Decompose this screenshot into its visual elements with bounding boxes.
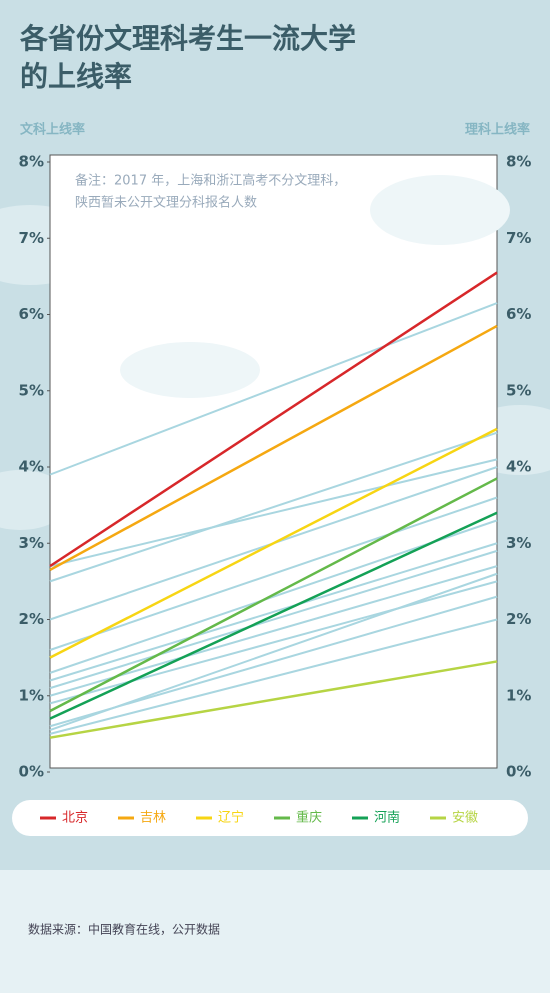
- legend-label: 辽宁: [218, 810, 244, 826]
- series-line: [49, 458, 498, 568]
- note: 备注：2017 年，上海和浙江高考不分文理科，: [75, 173, 346, 189]
- legend-label: 吉林: [140, 811, 166, 826]
- legend-label: 河南: [374, 810, 400, 826]
- axis-label: 文科上线率: [20, 122, 85, 138]
- y-tick-label: 5%: [19, 381, 44, 399]
- plot: 0% 0% 1% 1% 2% 2% 3% 3% 4% 4% 5% 5% 6% 6% 7% 7% 8% 8% 北京 吉林…: [19, 153, 532, 826]
- series-line: [49, 565, 498, 697]
- series-line: [49, 542, 498, 682]
- chart-title: 各省份文理科考生一流大学: [19, 22, 356, 55]
- y2-tick-label: 6%: [506, 305, 531, 323]
- series-line: [49, 511, 498, 720]
- y2-tick-label: 4%: [506, 458, 531, 476]
- series-line: [49, 271, 498, 568]
- source: 数据来源：中国教育在线，公开数据: [28, 922, 220, 937]
- series-line: [49, 431, 498, 583]
- y-tick-label: 8%: [19, 153, 44, 171]
- y-tick-label: 0%: [19, 763, 44, 781]
- footer: [0, 870, 550, 993]
- y2-tick-label: 1%: [506, 686, 531, 704]
- series-line: [49, 595, 498, 728]
- series-line: [49, 618, 498, 735]
- y-tick-label: 4%: [19, 458, 44, 476]
- cloud: [120, 342, 260, 398]
- y2-tick-label: 0%: [506, 763, 531, 781]
- y2-tick-label: 3%: [506, 534, 531, 552]
- legend-label: 北京: [62, 811, 88, 826]
- chart-title: 的上线率: [20, 60, 132, 93]
- series-line: [49, 324, 498, 572]
- series-line: [49, 660, 498, 739]
- series-line: [49, 496, 498, 651]
- y-tick-label: 2%: [19, 610, 44, 628]
- y2-tick-label: 7%: [506, 229, 531, 247]
- legend: [12, 800, 528, 836]
- y2-tick-label: 2%: [506, 610, 531, 628]
- legend-label: 安徽: [452, 811, 478, 826]
- y-tick-label: 6%: [19, 305, 44, 323]
- y-tick-label: 7%: [19, 229, 44, 247]
- y2-tick-label: 5%: [506, 381, 531, 399]
- legend-label: 重庆: [296, 810, 322, 826]
- y-tick-label: 3%: [19, 534, 44, 552]
- axis-label: 理科上线率: [465, 122, 530, 138]
- series-line: [49, 477, 498, 713]
- y-tick-label: 1%: [19, 686, 44, 704]
- cloud: [370, 175, 510, 245]
- series-line: [49, 427, 498, 659]
- note: 陕西暂未公开文理分科报名人数: [75, 195, 257, 211]
- series-line: [49, 302, 498, 476]
- y2-tick-label: 8%: [506, 153, 531, 171]
- series-line: [49, 549, 498, 690]
